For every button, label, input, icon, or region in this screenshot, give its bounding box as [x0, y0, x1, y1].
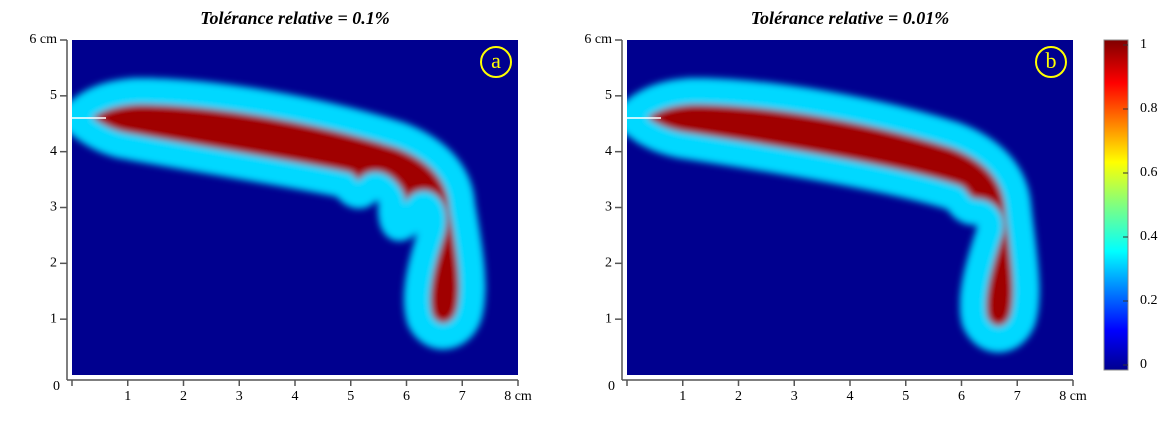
- x-tick-label: 6: [958, 389, 965, 404]
- field-b: [627, 40, 1073, 375]
- y-tick-label: 4: [605, 144, 612, 159]
- x-tick-label: 7: [459, 389, 466, 404]
- x-tick-label: 8 cm: [504, 389, 532, 404]
- x-tick-label: 3: [791, 389, 798, 404]
- field-a: [72, 40, 518, 375]
- x-tick-label: 1: [679, 389, 686, 404]
- y-tick-label: 4: [50, 144, 57, 159]
- panel-label: a: [491, 48, 501, 73]
- colorbar-tick-label: 0.6: [1140, 165, 1158, 180]
- x-tick-label: 4: [847, 389, 854, 404]
- x-tick-label: 8 cm: [1059, 389, 1087, 404]
- y-tick-label: 5: [605, 88, 612, 103]
- x-tick-label: 0: [608, 379, 615, 394]
- x-tick-label: 5: [902, 389, 909, 404]
- panel-title: Tolérance relative = 0.01%: [751, 8, 950, 28]
- x-tick-label: 2: [735, 389, 742, 404]
- panel-label-ring: [1035, 46, 1067, 78]
- x-tick-label: 0: [53, 379, 60, 394]
- panel-label: b: [1046, 48, 1057, 73]
- colorbar-tick-label: 0: [1140, 357, 1147, 372]
- x-tick-label: 5: [347, 389, 354, 404]
- x-tick-label: 4: [292, 389, 299, 404]
- x-tick-label: 7: [1014, 389, 1021, 404]
- colorbar-tick-label: 0.2: [1140, 293, 1158, 308]
- panel-label-ring: [480, 46, 512, 78]
- y-tick-label: 2: [50, 256, 57, 271]
- y-tick-label: 1: [605, 311, 612, 326]
- x-tick-label: 6: [403, 389, 410, 404]
- y-tick-label: 3: [50, 200, 57, 215]
- x-tick-label: 3: [236, 389, 243, 404]
- colorbar-tick-label: 0.4: [1140, 229, 1158, 244]
- y-tick-label: 1: [50, 311, 57, 326]
- colorbar-tick-label: 1: [1140, 37, 1147, 52]
- x-tick-label: 2: [180, 389, 187, 404]
- y-tick-label: 5: [50, 88, 57, 103]
- x-tick-label: 1: [124, 389, 131, 404]
- panel-title: Tolérance relative = 0.1%: [200, 8, 390, 28]
- colorbar: [1103, 39, 1129, 371]
- y-tick-label: 6 cm: [584, 32, 612, 47]
- colorbar-tick-label: 0.8: [1140, 101, 1158, 116]
- y-tick-label: 6 cm: [29, 32, 57, 47]
- y-tick-label: 2: [605, 256, 612, 271]
- y-tick-label: 3: [605, 200, 612, 215]
